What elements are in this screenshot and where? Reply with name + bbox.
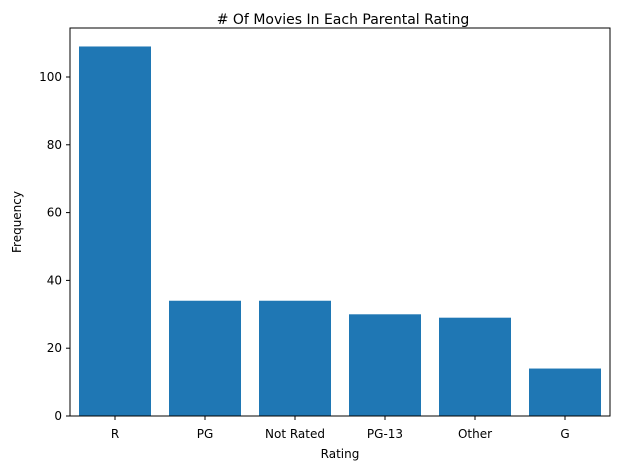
- bar-g: [529, 368, 601, 416]
- x-tick-label: Not Rated: [265, 427, 325, 441]
- bar-r: [79, 46, 151, 416]
- y-tick-label: 60: [47, 206, 62, 220]
- y-tick-label: 100: [39, 70, 62, 84]
- bar-pg-13: [349, 314, 421, 416]
- x-tick-label: R: [111, 427, 119, 441]
- y-tick-label: 20: [47, 341, 62, 355]
- bar-pg: [169, 300, 241, 416]
- bar-not-rated: [259, 300, 331, 416]
- y-tick-label: 40: [47, 273, 62, 287]
- x-tick-label: PG-13: [367, 427, 403, 441]
- y-tick-label: 80: [47, 138, 62, 152]
- plot-area: [70, 28, 610, 416]
- x-axis-label: Rating: [321, 447, 360, 461]
- y-axis-label: Frequency: [10, 191, 24, 253]
- plot-background: [70, 28, 610, 416]
- x-axis: R PG Not Rated PG-13 Other G: [111, 416, 570, 441]
- x-tick-label: PG: [197, 427, 214, 441]
- plot-frame: [69, 27, 611, 417]
- x-tick-label: Other: [458, 427, 492, 441]
- chart-title: # Of Movies In Each Parental Rating: [217, 12, 470, 28]
- y-tick-label: 0: [54, 409, 62, 423]
- bars-group: [79, 46, 601, 416]
- x-tick-label: G: [560, 427, 569, 441]
- bar-other: [439, 317, 511, 416]
- y-axis: 0 20 40 60 80 100: [39, 70, 70, 423]
